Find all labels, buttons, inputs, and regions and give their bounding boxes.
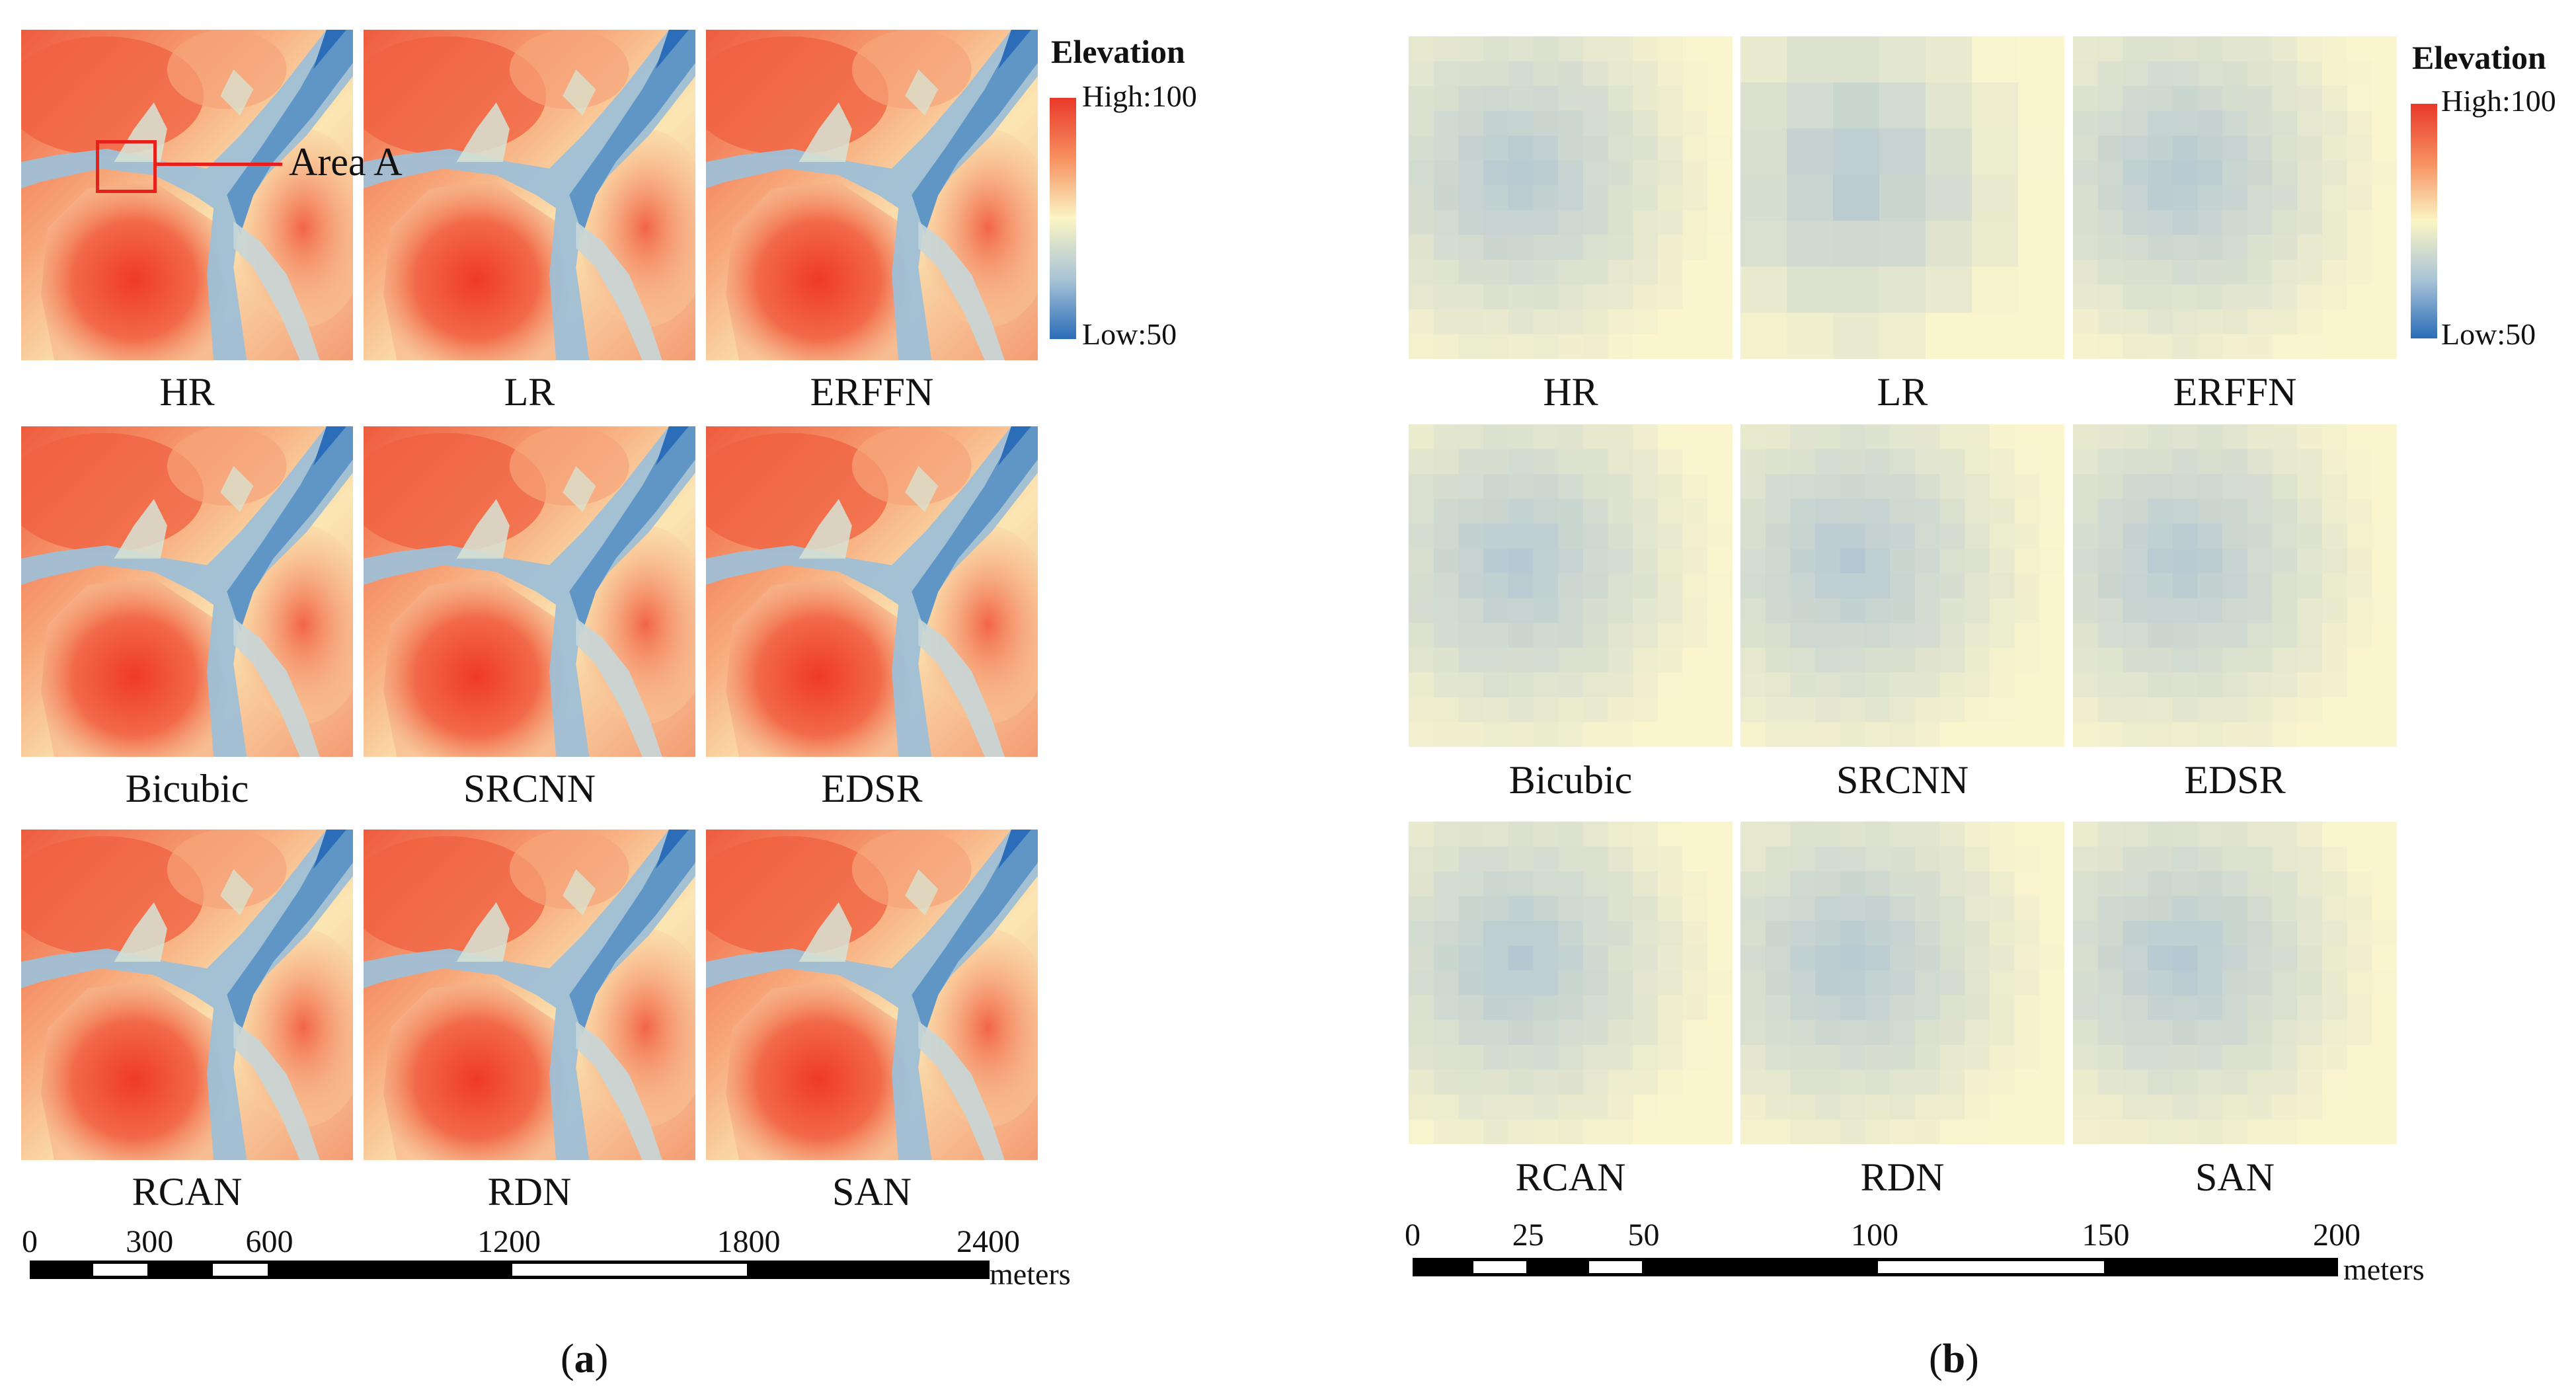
tile-label: RDN xyxy=(1860,1155,1945,1199)
scale-tick-label: 1800 xyxy=(717,1224,781,1259)
map-tile-erffn xyxy=(706,30,1038,360)
tile-label: RDN xyxy=(487,1170,572,1214)
scale-segment xyxy=(1643,1258,1876,1276)
legend-title: Elevation xyxy=(2412,39,2546,76)
map-tile-san xyxy=(706,830,1038,1160)
tile-label: EDSR xyxy=(821,767,923,810)
tile-label: Bicubic xyxy=(1508,758,1633,802)
legend-low-label: Low:50 xyxy=(1082,317,1177,351)
map-tile-hr xyxy=(21,30,353,360)
zoom-tile-rdn xyxy=(1740,822,2064,1144)
zoom-tile-erffn xyxy=(2073,36,2397,359)
zoom-tile-srcnn xyxy=(1740,424,2064,747)
panel-b: HR LR ERFFN Bicubic SRCNN EDSR RCAN RDN SAN Elev… xyxy=(1375,0,2576,1398)
tile-label: SRCNN xyxy=(1836,758,1969,802)
tile-label: HR xyxy=(1543,370,1598,414)
figure-caption-a: (a) xyxy=(561,1337,609,1381)
scale-segment xyxy=(209,1261,271,1279)
scale-segment xyxy=(89,1261,151,1279)
scale-segment xyxy=(1470,1258,1530,1276)
tile-label: SAN xyxy=(2195,1155,2275,1199)
scale-tick-label: 0 xyxy=(1405,1218,1421,1253)
legend-color-ramp xyxy=(1050,98,1076,339)
area-a-box xyxy=(96,140,157,193)
zoom-tile-rcan xyxy=(1409,822,1733,1144)
zoom-tile-bicubic xyxy=(1409,424,1733,747)
tile-label: ERFFN xyxy=(810,370,934,414)
scale-bar: 0 25 50 100 150 200 xyxy=(1405,1218,2361,1279)
tile-label: HR xyxy=(159,370,215,414)
map-tile-rcan xyxy=(21,830,353,1160)
scale-tick-label: 50 xyxy=(1627,1218,1660,1253)
scale-tick-label: 200 xyxy=(2313,1218,2361,1253)
legend-color-ramp xyxy=(2411,104,2437,338)
scale-segment xyxy=(748,1261,990,1279)
map-tile-srcnn xyxy=(364,426,695,757)
scale-tick-label: 0 xyxy=(22,1224,38,1259)
map-tile-rdn xyxy=(364,830,695,1160)
scale-segment xyxy=(1875,1258,2107,1276)
zoom-tile-san xyxy=(2073,822,2397,1144)
scale-segment xyxy=(2105,1258,2338,1276)
legend-low-label: Low:50 xyxy=(2441,317,2536,351)
scale-tick-label: 2400 xyxy=(956,1224,1020,1259)
tile-label: LR xyxy=(504,370,555,414)
scale-segment xyxy=(149,1261,211,1279)
scale-tick-label: 100 xyxy=(1851,1218,1898,1253)
zoom-tile-edsr xyxy=(2073,424,2397,747)
scale-segment xyxy=(509,1261,750,1279)
scale-tick-label: 150 xyxy=(2082,1218,2130,1253)
map-tile-bicubic xyxy=(21,426,353,757)
tile-label: SRCNN xyxy=(463,767,596,810)
scale-segment xyxy=(30,1261,91,1279)
scale-segment xyxy=(1586,1258,1645,1276)
scale-tick-label: 25 xyxy=(1512,1218,1544,1253)
map-tile-lr xyxy=(364,30,695,360)
scale-units: meters xyxy=(2343,1253,2425,1286)
panel-a: HR LR ERFFN Bicubic SRCNN EDSR RCAN RDN SAN Area… xyxy=(0,0,1197,1398)
scale-units: meters xyxy=(990,1257,1071,1291)
figure-caption-b: (b) xyxy=(1929,1337,1979,1381)
scale-tick-label: 600 xyxy=(245,1224,293,1259)
scale-tick-label: 1200 xyxy=(477,1224,541,1259)
tile-label: SAN xyxy=(832,1170,912,1214)
tile-label: EDSR xyxy=(2184,758,2286,802)
tile-label: LR xyxy=(1877,370,1928,414)
tile-label: RCAN xyxy=(1515,1155,1626,1199)
area-a-leader xyxy=(157,163,282,166)
tile-label: ERFFN xyxy=(2173,370,2297,414)
scale-segment xyxy=(1528,1258,1588,1276)
scale-segment xyxy=(269,1261,510,1279)
scale-bar: 0 300 600 1200 1800 2400 xyxy=(22,1224,1021,1279)
legend-title: Elevation xyxy=(1051,33,1185,70)
zoom-tile-hr xyxy=(1409,36,1733,359)
area-a-label: Area A xyxy=(289,140,403,184)
legend-high-label: High:100 xyxy=(1082,79,1197,113)
map-tile-edsr xyxy=(706,426,1038,757)
zoom-tile-lr xyxy=(1740,36,2064,359)
scale-segment xyxy=(1413,1258,1472,1276)
scale-tick-label: 300 xyxy=(126,1224,174,1259)
legend-high-label: High:100 xyxy=(2441,84,2556,118)
tile-label: RCAN xyxy=(132,1170,243,1214)
tile-label: Bicubic xyxy=(125,767,249,810)
